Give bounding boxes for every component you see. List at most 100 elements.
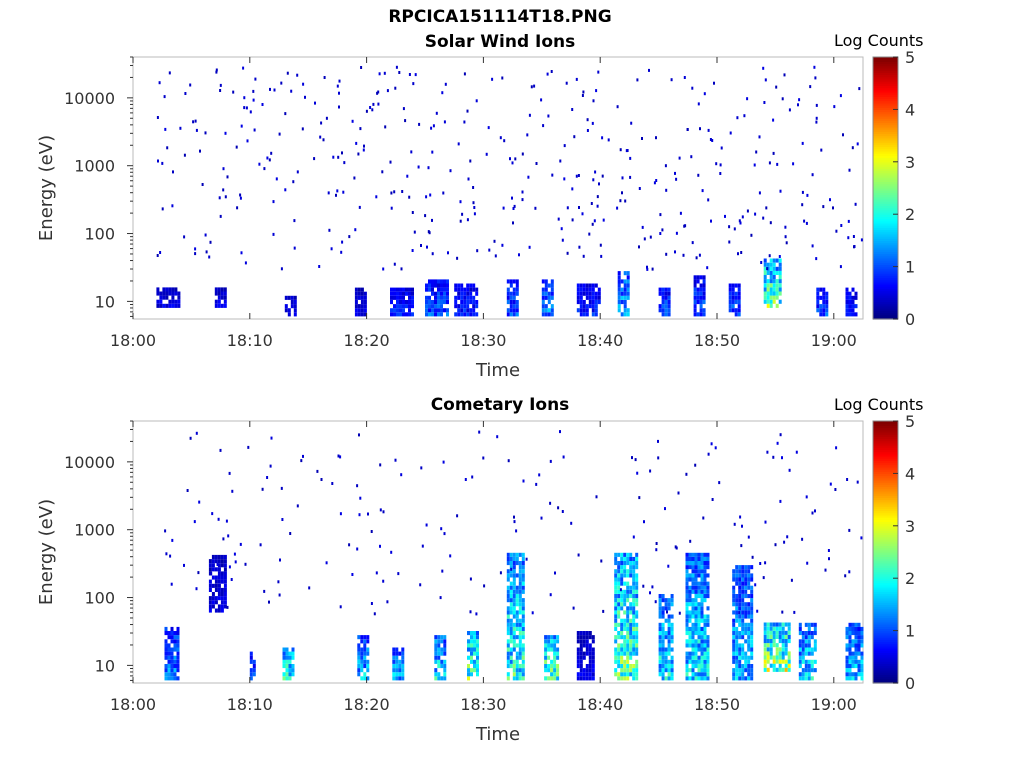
data-cell	[845, 626, 849, 631]
data-cell	[697, 589, 701, 594]
y-tick-label: 100	[84, 225, 115, 244]
data-cell	[173, 655, 177, 660]
data-cell	[775, 270, 779, 275]
data-cell	[703, 598, 707, 603]
data-cell	[588, 651, 592, 656]
data-cell	[741, 565, 745, 570]
data-cell	[223, 303, 227, 308]
data-cell	[270, 151, 273, 155]
data-cell	[801, 190, 804, 194]
data-cell	[476, 643, 479, 648]
data-cell	[694, 561, 698, 566]
data-cell	[616, 105, 619, 109]
colorbar-segment	[873, 434, 898, 437]
data-cell	[183, 235, 186, 239]
x-tick-label: 19:00	[811, 331, 857, 350]
data-cell	[512, 626, 516, 631]
data-cell	[277, 580, 280, 584]
data-cell	[783, 540, 786, 544]
data-cell	[247, 445, 250, 449]
data-cell	[443, 651, 447, 656]
colorbar-segment	[873, 493, 898, 496]
data-cell	[512, 668, 516, 673]
data-cell	[766, 659, 770, 664]
data-cell	[473, 643, 476, 648]
colorbar-segment	[873, 517, 898, 520]
data-cell	[646, 265, 648, 269]
data-cell	[697, 635, 701, 640]
data-cell	[750, 565, 754, 570]
data-cell	[366, 651, 370, 656]
data-cell	[411, 287, 414, 292]
data-cell	[854, 659, 858, 664]
data-cell	[518, 639, 522, 644]
data-cell	[357, 152, 360, 156]
data-cell	[363, 304, 367, 309]
data-cell	[280, 267, 283, 271]
data-cell	[714, 446, 717, 450]
data-cell	[457, 283, 461, 288]
data-cell	[792, 162, 795, 166]
data-cell	[664, 606, 668, 611]
data-cell	[632, 618, 636, 623]
data-cell	[766, 283, 770, 288]
data-cell	[735, 635, 739, 640]
data-cell	[211, 600, 215, 605]
data-cell	[620, 631, 624, 636]
data-cell	[710, 442, 713, 446]
data-cell	[702, 308, 706, 313]
data-cell	[506, 569, 510, 574]
data-cell	[470, 631, 473, 636]
data-cell	[735, 606, 739, 611]
data-cell	[741, 569, 745, 574]
data-cell	[737, 295, 741, 300]
data-cell	[781, 610, 784, 614]
data-cell	[623, 304, 627, 309]
data-cell	[741, 614, 745, 619]
colorbar-segment	[873, 312, 898, 316]
data-cell	[738, 672, 742, 677]
data-cell	[579, 659, 583, 664]
data-cell	[763, 283, 767, 288]
data-cell	[667, 643, 671, 648]
data-cell	[428, 312, 431, 317]
data-cell	[357, 291, 361, 296]
data-cell	[691, 581, 695, 586]
data-cell	[655, 542, 658, 545]
data-cell	[521, 556, 525, 561]
data-cell	[402, 295, 405, 300]
data-cell	[626, 287, 630, 292]
data-cell	[482, 456, 485, 460]
data-cell	[282, 672, 286, 677]
data-cell	[601, 174, 604, 178]
data-cell	[360, 287, 364, 292]
data-cell	[591, 655, 595, 660]
data-cell	[179, 126, 182, 130]
data-cell	[457, 304, 461, 309]
colorbar-tick-label: 3	[905, 517, 915, 536]
data-cell	[296, 170, 299, 174]
data-cell	[167, 659, 171, 664]
data-cell	[509, 300, 513, 305]
data-cell	[358, 205, 361, 209]
data-cell	[541, 279, 545, 284]
data-cell	[703, 631, 707, 636]
data-cell	[768, 161, 771, 165]
colorbar-segment	[873, 144, 898, 148]
data-cell	[454, 300, 458, 305]
data-cell	[689, 539, 692, 543]
data-cell	[466, 308, 470, 313]
data-cell	[427, 230, 430, 234]
data-cell	[222, 167, 225, 171]
data-cell	[162, 287, 166, 292]
colorbar-segment	[873, 179, 898, 183]
data-cell	[629, 561, 633, 566]
data-cell	[691, 672, 695, 677]
data-cell	[738, 573, 742, 578]
data-cell	[506, 672, 510, 677]
data-cell	[485, 152, 488, 156]
data-cell	[167, 655, 171, 660]
colorbar-segment	[873, 565, 898, 568]
data-cell	[467, 664, 470, 669]
data-cell	[472, 300, 476, 305]
